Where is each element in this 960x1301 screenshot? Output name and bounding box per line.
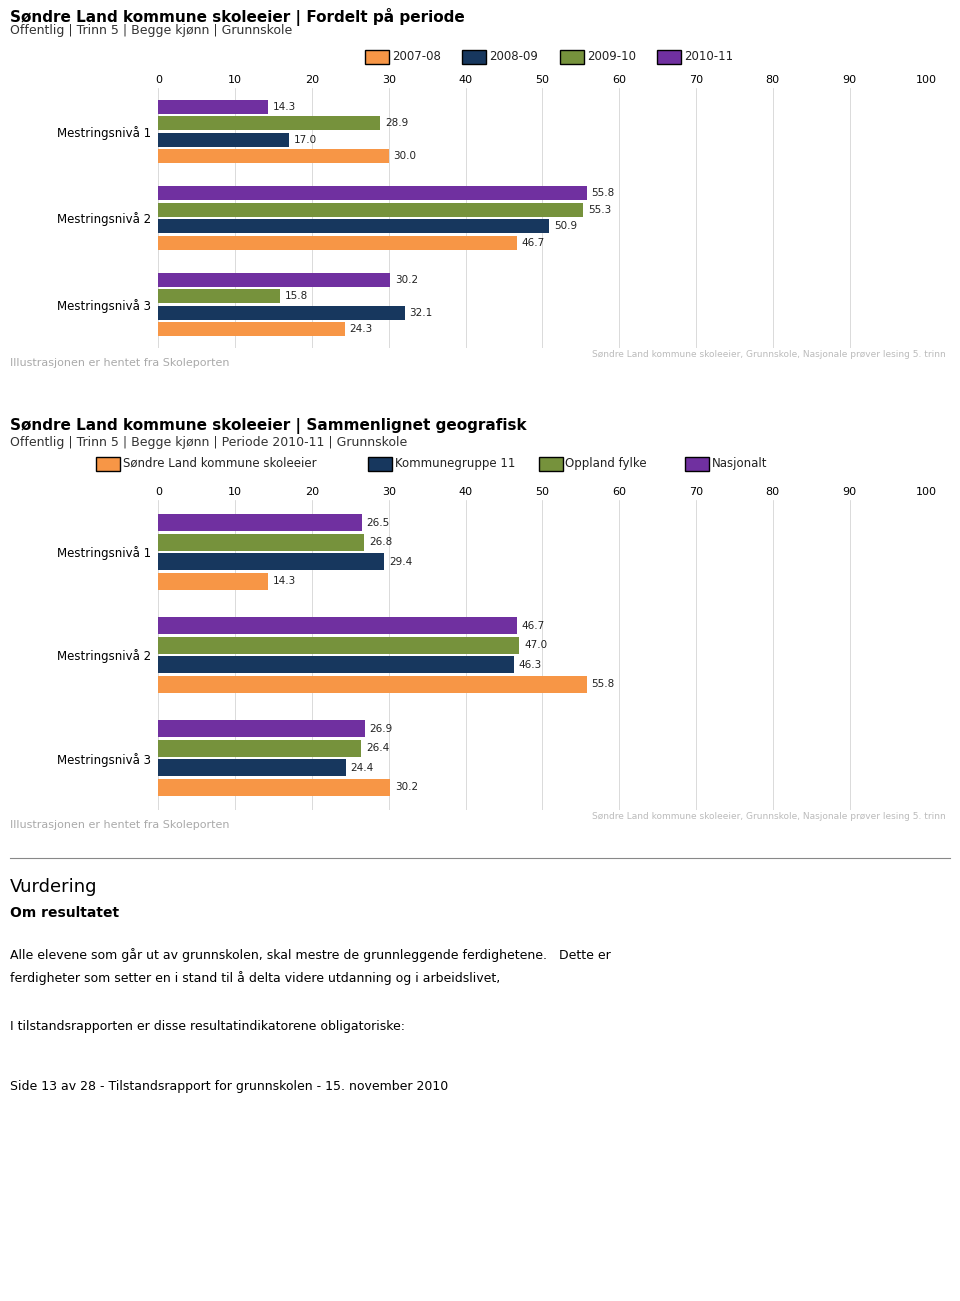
Bar [158, 186, 587, 200]
Bar [158, 675, 587, 693]
Text: 2007-08: 2007-08 [392, 49, 441, 62]
Text: Offentlig | Trinn 5 | Begge kjønn | Periode 2010-11 | Grunnskole: Offentlig | Trinn 5 | Begge kjønn | Peri… [10, 436, 407, 449]
Text: 30.0: 30.0 [394, 151, 417, 161]
Text: Illustrasjonen er hentet fra Skoleporten: Illustrasjonen er hentet fra Skoleporten [10, 358, 229, 368]
Text: 55.8: 55.8 [591, 679, 614, 690]
Text: Nasjonalt: Nasjonalt [712, 457, 767, 470]
Bar [158, 636, 519, 653]
Text: Oppland fylke: Oppland fylke [565, 457, 647, 470]
Text: 26.5: 26.5 [367, 518, 390, 528]
Text: Illustrasjonen er hentet fra Skoleporten: Illustrasjonen er hentet fra Skoleporten [10, 820, 229, 830]
Bar [158, 533, 364, 550]
Text: 14.3: 14.3 [273, 576, 296, 587]
Text: 17.0: 17.0 [294, 135, 317, 144]
Text: Offentlig | Trinn 5 | Begge kjønn | Grunnskole: Offentlig | Trinn 5 | Begge kjønn | Grun… [10, 23, 292, 36]
Text: 26.9: 26.9 [370, 723, 393, 734]
Text: 46.3: 46.3 [518, 660, 541, 670]
Bar [158, 553, 384, 570]
Bar [158, 100, 268, 114]
Text: 15.8: 15.8 [284, 291, 307, 302]
Text: 32.1: 32.1 [410, 307, 433, 317]
Text: 55.3: 55.3 [588, 204, 611, 215]
Text: 46.7: 46.7 [521, 621, 545, 631]
Bar [158, 116, 380, 130]
Bar [158, 289, 279, 303]
Text: 30.2: 30.2 [395, 782, 418, 792]
Text: 26.8: 26.8 [369, 537, 392, 548]
Bar [158, 721, 365, 738]
Text: Alle elevene som går ut av grunnskolen, skal mestre de grunnleggende ferdigheten: Alle elevene som går ut av grunnskolen, … [10, 948, 611, 985]
Text: 14.3: 14.3 [273, 101, 296, 112]
Text: Søndre Land kommune skoleeier | Fordelt på periode: Søndre Land kommune skoleeier | Fordelt … [10, 8, 465, 26]
Text: 30.2: 30.2 [395, 275, 418, 285]
Text: 24.3: 24.3 [349, 324, 372, 334]
Bar [158, 133, 289, 147]
Text: 50.9: 50.9 [554, 221, 577, 232]
Text: Kommunegruppe 11: Kommunegruppe 11 [396, 457, 516, 470]
Text: Side 13 av 28 - Tilstandsrapport for grunnskolen - 15. november 2010: Side 13 av 28 - Tilstandsrapport for gru… [10, 1080, 448, 1093]
Text: 29.4: 29.4 [389, 557, 412, 567]
Text: Søndre Land kommune skoleeier: Søndre Land kommune skoleeier [123, 457, 317, 470]
Text: 2010-11: 2010-11 [684, 49, 733, 62]
Bar [158, 273, 391, 288]
Text: 46.7: 46.7 [521, 238, 545, 247]
Bar [158, 779, 391, 796]
Text: 55.8: 55.8 [591, 189, 614, 198]
Bar [158, 760, 346, 777]
Bar [158, 572, 268, 589]
Text: 2009-10: 2009-10 [587, 49, 636, 62]
Text: Søndre Land kommune skoleeier | Sammenlignet geografisk: Søndre Land kommune skoleeier | Sammenli… [10, 418, 526, 435]
Text: 26.4: 26.4 [366, 743, 389, 753]
Text: 24.4: 24.4 [350, 762, 373, 773]
Bar [158, 656, 514, 674]
Bar [158, 235, 517, 250]
Bar [158, 514, 362, 531]
Bar [158, 219, 549, 233]
Bar [158, 150, 389, 164]
Bar [158, 321, 345, 336]
Bar [158, 306, 405, 320]
Bar [158, 617, 517, 634]
Text: 47.0: 47.0 [524, 640, 547, 650]
Text: Om resultatet: Om resultatet [10, 905, 119, 920]
Text: 2008-09: 2008-09 [490, 49, 539, 62]
Text: Søndre Land kommune skoleeier, Grunnskole, Nasjonale prøver lesing 5. trinn: Søndre Land kommune skoleeier, Grunnskol… [592, 812, 946, 821]
Text: 28.9: 28.9 [385, 118, 408, 129]
Text: I tilstandsrapporten er disse resultatindikatorene obligatoriske:: I tilstandsrapporten er disse resultatin… [10, 1020, 404, 1033]
Bar [158, 740, 361, 757]
Text: Søndre Land kommune skoleeier, Grunnskole, Nasjonale prøver lesing 5. trinn: Søndre Land kommune skoleeier, Grunnskol… [592, 350, 946, 359]
Text: Vurdering: Vurdering [10, 878, 97, 896]
Bar [158, 203, 583, 217]
